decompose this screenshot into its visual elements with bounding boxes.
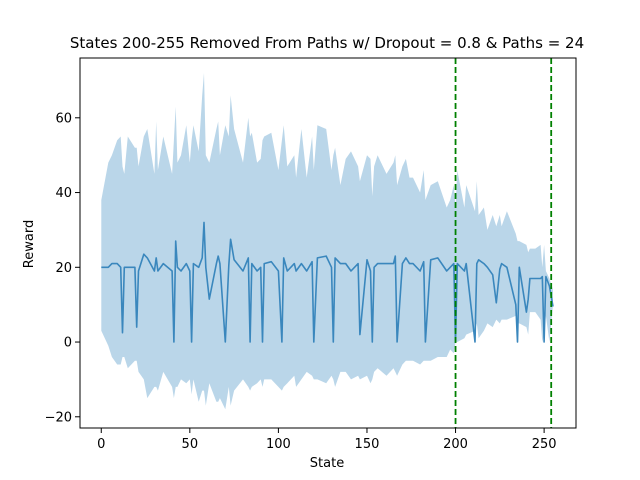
y-axis-ticks: −20 0 20 40 60 — [45, 111, 80, 425]
x-tick-label: 250 — [532, 437, 557, 452]
y-axis-label: Reward — [22, 220, 37, 268]
plot-frame — [79, 57, 577, 429]
std-band — [101, 72, 554, 410]
x-tick-label: 150 — [355, 437, 380, 452]
y-tick-label: 20 — [55, 261, 72, 276]
x-tick-label: 0 — [97, 437, 105, 452]
x-tick-label: 200 — [443, 437, 468, 452]
x-axis-ticks: 0 50 100 150 200 250 — [97, 428, 557, 452]
x-tick-label: 100 — [266, 437, 291, 452]
y-tick-label: −20 — [45, 410, 72, 425]
x-axis-label: State — [310, 456, 344, 471]
std-band-layer — [101, 72, 554, 410]
marker-line-layer — [454, 58, 553, 428]
y-tick-label: 0 — [64, 336, 72, 351]
mean-line-layer — [101, 221, 554, 343]
y-tick-label: 60 — [55, 111, 72, 126]
y-tick-label: 40 — [55, 186, 72, 201]
chart-title: States 200-255 Removed From Paths w/ Dro… — [70, 34, 584, 52]
x-tick-label: 50 — [182, 437, 199, 452]
mean-reward-line — [101, 221, 554, 343]
